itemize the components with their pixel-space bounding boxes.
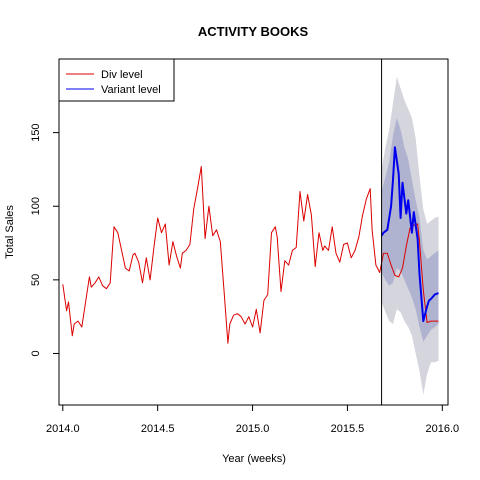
x-tick-label: 2015.5 (331, 423, 365, 435)
y-tick-label: 100 (30, 197, 42, 215)
x-tick-label: 2014.0 (46, 423, 80, 435)
y-axis-title: Total Sales (4, 205, 16, 259)
legend-box (58, 58, 175, 102)
chart-title: ACTIVITY BOOKS (198, 24, 309, 39)
y-tick-label: 0 (30, 350, 42, 356)
series-lines (62, 146, 439, 344)
forecast-bands (381, 76, 439, 395)
x-tick-label: 2015.0 (236, 423, 270, 435)
x-axis: 2014.0 2014.5 2015.0 2015.5 2016.0 (46, 404, 459, 435)
series-line-div-level (62, 166, 439, 344)
series-line-variant-level (380, 146, 439, 323)
legend-label-div: Div level (101, 69, 143, 81)
y-tick-label: 50 (30, 274, 42, 286)
legend-label-variant: Variant level (101, 84, 161, 96)
x-tick-label: 2016.0 (425, 423, 459, 435)
x-axis-title: Year (weeks) (222, 453, 286, 465)
x-tick-label: 2014.5 (141, 423, 175, 435)
y-tick-label: 150 (30, 123, 42, 141)
legend: Div level Variant level (58, 58, 175, 102)
y-axis: 0 50 100 150 (30, 123, 60, 357)
